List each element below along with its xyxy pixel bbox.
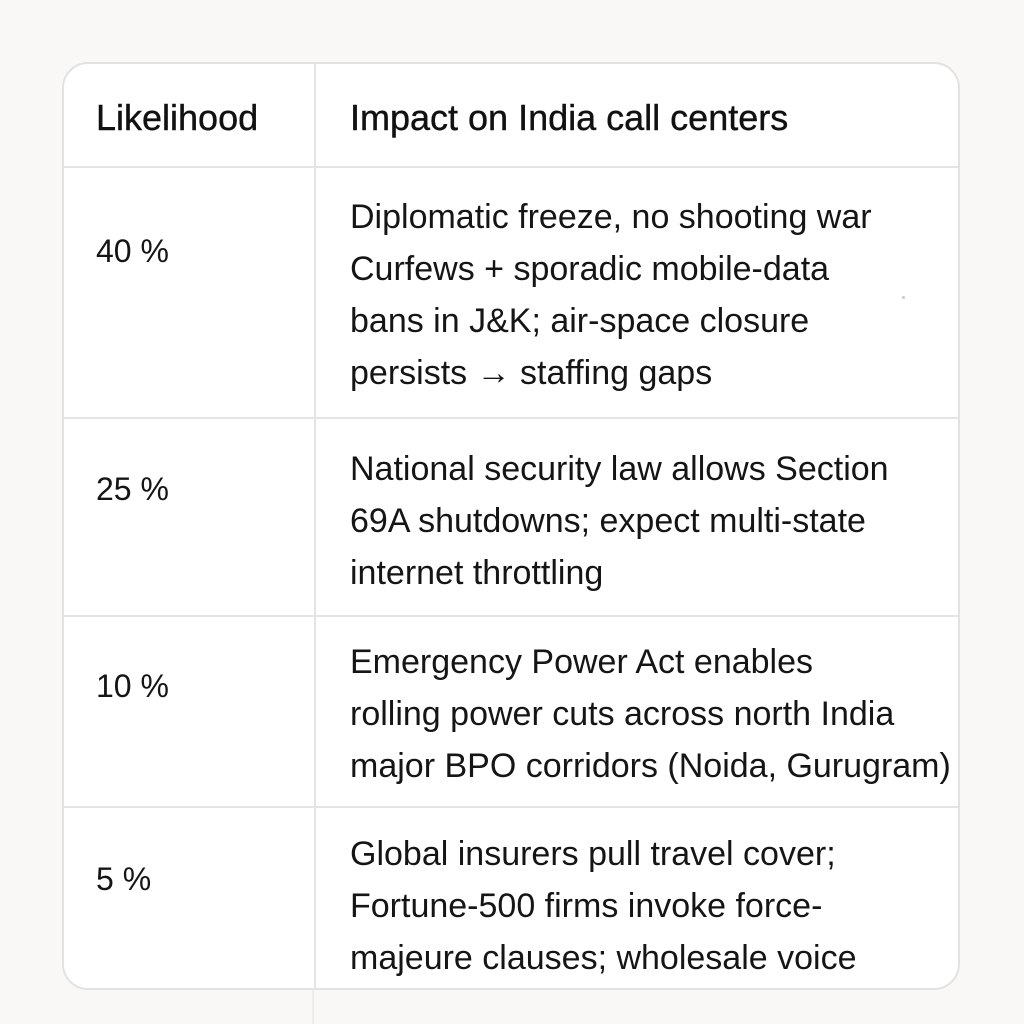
table-row: 5 % Global insurers pull travel cover; F… [64,808,958,988]
impact-line: bans in J&K; air-space closure [350,302,810,340]
likelihood-value: 5 % [96,861,152,897]
impact-line: Global insurers pull travel cover; [350,835,836,873]
impact-line: 69A shutdowns; expect multi-state [350,502,866,540]
table-row: 10 % Emergency Power Act enables rolling… [64,617,958,808]
header-impact: Impact on India call centers [350,97,789,138]
impact-line: major BPO corridors (Noida, Gurugram) [350,747,951,785]
column-divider-continuation [312,990,314,1024]
impact-line: Fortune-500 firms invoke force- [350,887,823,925]
table-header-row: Likelihood Impact on India call centers [64,64,958,168]
likelihood-value: 40 % [96,233,169,269]
impact-text: Emergency Power Act enables rolling powe… [350,636,951,792]
impact-line: National security law allows Section [350,450,889,488]
scenario-table: Likelihood Impact on India call centers … [62,62,960,990]
likelihood-value: 25 % [96,471,169,507]
column-divider [314,64,316,988]
stray-dot [902,296,905,299]
table-row: 25 % National security law allows Sectio… [64,419,958,617]
impact-line: Diplomatic freeze, no shooting war [350,198,872,236]
impact-line: persists → staffing gaps [350,354,713,392]
impact-line: Curfews + sporadic mobile-data [350,250,830,288]
impact-line: internet throttling [350,554,604,592]
impact-text: Diplomatic freeze, no shooting war Curfe… [350,191,872,399]
likelihood-value: 10 % [96,668,169,704]
table-row: 40 % Diplomatic freeze, no shooting war … [64,168,958,419]
impact-line: rolling power cuts across north India [350,695,895,733]
impact-line: majeure clauses; wholesale voice [350,939,857,977]
header-likelihood: Likelihood [96,97,259,138]
impact-text: Global insurers pull travel cover; Fortu… [350,828,856,984]
impact-text: National security law allows Section 69A… [350,443,889,599]
impact-line: Emergency Power Act enables [350,643,814,681]
